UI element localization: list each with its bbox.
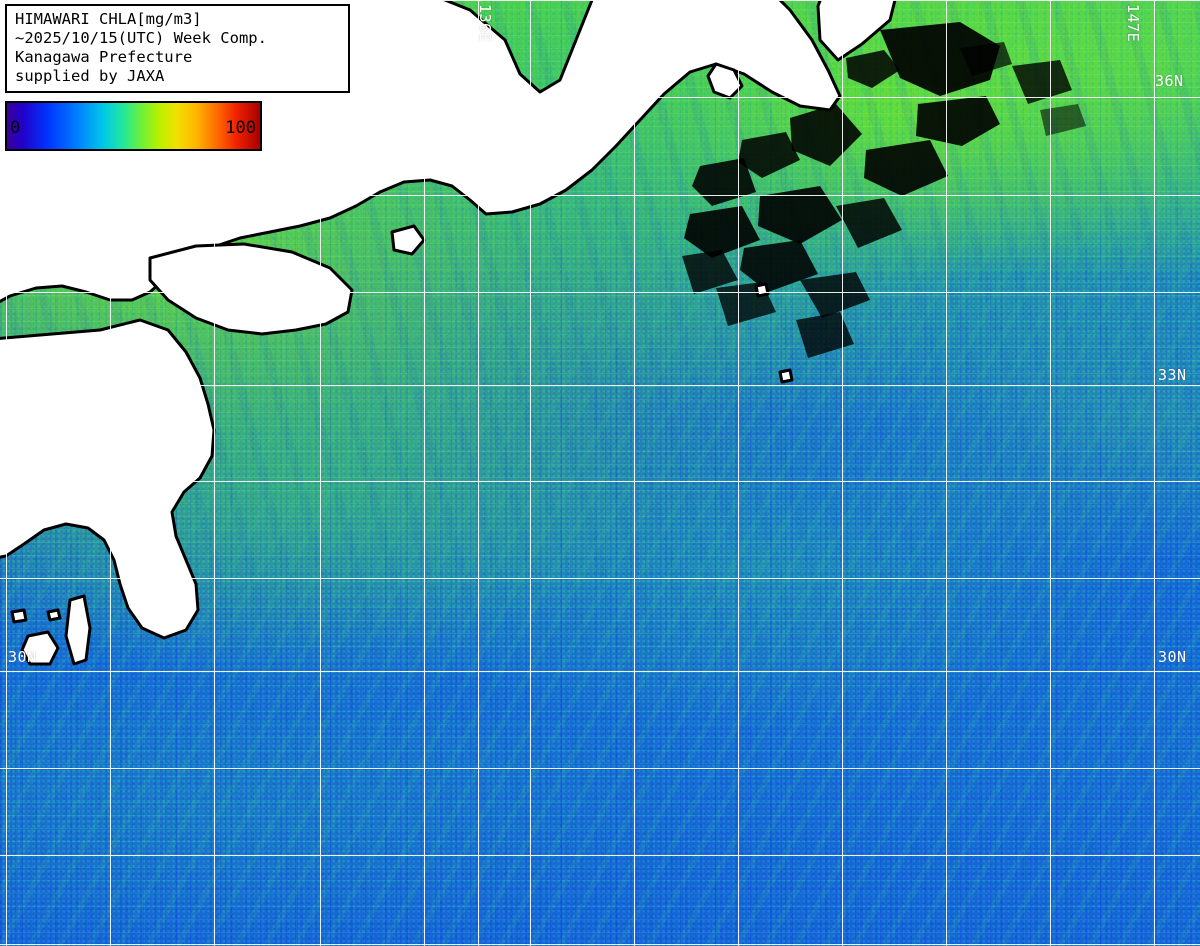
gridline-vertical	[424, 0, 425, 946]
gridline-horizontal	[0, 481, 1200, 482]
islet-b	[46, 608, 62, 622]
graticule-label-33n-right: 33N	[1158, 366, 1187, 384]
gridline-vertical	[214, 0, 215, 946]
graticule-label-147e: 147E	[1124, 4, 1142, 43]
gridline-horizontal	[0, 578, 1200, 579]
gridline-horizontal	[0, 0, 1200, 1]
gridline-horizontal	[0, 195, 1200, 196]
map-title-box: HIMAWARI CHLA[mg/m3] ~2025/10/15(UTC) We…	[5, 4, 350, 93]
graticule-label-136e: 136E	[476, 4, 494, 43]
hachijo-islet	[754, 282, 770, 298]
colorbar-min-label: 0	[10, 118, 21, 138]
title-line-region: Kanagawa Prefecture	[15, 48, 193, 66]
gridline-vertical	[946, 0, 947, 946]
gridline-vertical	[842, 0, 843, 946]
gridline-vertical	[478, 0, 479, 946]
gridline-vertical	[634, 0, 635, 946]
gridline-horizontal	[0, 97, 1200, 98]
shikoku-landmass	[148, 242, 354, 336]
izu-peninsula	[706, 62, 744, 100]
gridline-horizontal	[0, 292, 1200, 293]
islet-a	[10, 608, 28, 624]
gridline-horizontal	[0, 768, 1200, 769]
tohoku-coast	[816, 0, 897, 62]
graticule-label-36n-right: 36N	[1155, 72, 1184, 90]
colorbar-max-label: 100	[225, 118, 256, 138]
graticule-label-30n-right: 30N	[1158, 648, 1187, 666]
miyake-islet	[778, 368, 794, 384]
gridline-vertical	[6, 0, 7, 946]
gridline-vertical	[1154, 0, 1155, 946]
yakushima-island	[20, 630, 60, 666]
gridline-horizontal	[0, 385, 1200, 386]
gridline-horizontal	[0, 671, 1200, 672]
title-line-provider: supplied by JAXA	[15, 67, 165, 85]
title-line-date: ~2025/10/15(UTC) Week Comp.	[15, 29, 267, 47]
gridline-vertical	[530, 0, 531, 946]
graticule-label-30n-left: 30N	[8, 648, 37, 666]
awaji-island	[390, 224, 426, 256]
gridline-vertical	[320, 0, 321, 946]
gridline-horizontal	[0, 944, 1200, 945]
kyushu-landmass	[0, 318, 216, 640]
gridline-vertical	[110, 0, 111, 946]
colorbar-gradient	[7, 103, 260, 149]
tanegashima-island	[64, 594, 92, 666]
gridline-vertical	[1050, 0, 1051, 946]
chlorophyll-colorbar: 0 100	[5, 101, 262, 151]
gridline-vertical	[738, 0, 739, 946]
gridline-horizontal	[0, 855, 1200, 856]
title-line-product: HIMAWARI CHLA[mg/m3]	[15, 10, 202, 28]
